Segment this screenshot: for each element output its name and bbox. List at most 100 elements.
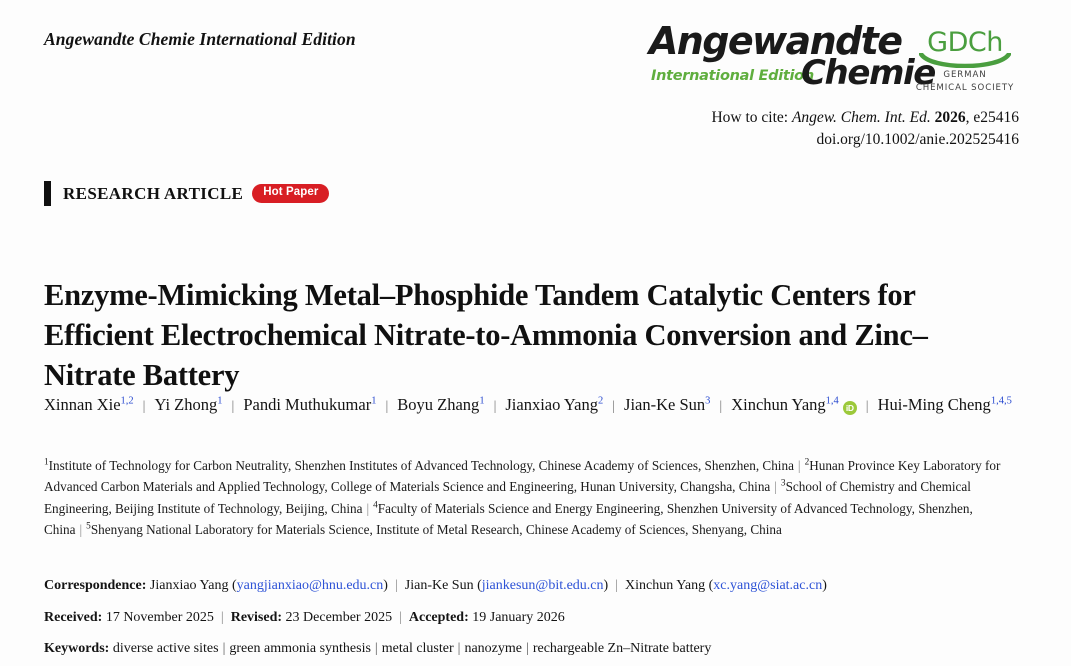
author-entry[interactable]: Boyu Zhang1 [397, 395, 484, 414]
author-affiliation-marker: 1,2 [120, 395, 134, 407]
citation-comma: , [965, 109, 970, 126]
gdch-subtitle-line1: GERMAN [943, 70, 987, 80]
author-separator: | [142, 399, 146, 414]
orcid-icon[interactable]: iD [842, 401, 857, 415]
affiliation-marker: 1 [44, 457, 49, 468]
journal-abbreviation: Angew. Chem. Int. Ed. [791, 109, 931, 126]
keyword-item[interactable]: diverse active sites [112, 641, 219, 656]
gdch-arc-icon [919, 53, 1011, 68]
correspondence-separator: | [615, 578, 619, 593]
author-name: Jian-Ke Sun [624, 395, 706, 414]
article-type-label: RESEARCH ARTICLE [63, 183, 244, 203]
author-separator: | [719, 399, 723, 414]
keyword-item[interactable]: rechargeable Zn–Nitrate battery [532, 641, 712, 656]
correspondence-label: Correspondence: [44, 578, 147, 593]
correspondence-line: Correspondence: Jianxiao Yang (yangjianx… [44, 578, 1024, 594]
affiliation-entry: 2Hunan Province Key Laboratory for Advan… [44, 458, 1000, 494]
date-separator: | [220, 610, 224, 625]
keyword-separator: | [222, 641, 226, 656]
author-separator: | [493, 399, 497, 414]
affiliation-text: Hunan Province Key Laboratory for Advanc… [44, 458, 1001, 495]
affiliation-marker: 2 [804, 457, 810, 468]
author-affiliation-marker: 1,4,5 [990, 395, 1012, 407]
corresponding-author-name: Jianxiao Yang ( [149, 578, 237, 593]
corresponding-author-name: Xinchun Yang ( [625, 578, 714, 593]
affiliation-entry: 5Shenyang National Laboratory for Materi… [86, 522, 782, 537]
author-name: Pandi Muthukumar [243, 395, 372, 414]
corresponding-author-paren: ) [603, 578, 609, 593]
corresponding-author-email[interactable]: xc.yang@siat.ac.cn [713, 578, 823, 593]
keywords-line: Keywords: diverse active sites | green amm… [44, 641, 1024, 657]
page-title: Enzyme-Mimicking Metal–Phosphide Tandem … [44, 278, 928, 392]
dates-line: Received: 17 November 2025 | Revised: 23 D… [44, 610, 1024, 626]
corresponding-author-email[interactable]: jiankesun@bit.edu.cn [481, 578, 604, 593]
corresponding-author-name: Jian-Ke Sun ( [404, 578, 482, 593]
logo-word-angewandte: Angewandte [649, 19, 903, 63]
correspondence-separator: | [394, 578, 398, 593]
author-entry[interactable]: Xinnan Xie1,2 [44, 395, 134, 414]
author-affiliation-marker: 2 [597, 395, 604, 407]
author-name: Xinchun Yang [731, 395, 826, 414]
date-label: Received: [44, 610, 103, 625]
author-entry[interactable]: Xinchun Yang1,4iD [731, 395, 857, 415]
date-separator: | [399, 610, 402, 625]
affiliation-text: Institute of Technology for Carbon Neutr… [48, 458, 794, 473]
author-name: Xinnan Xie [44, 395, 121, 414]
author-entry[interactable]: Hui-Ming Cheng1,4,5 [878, 395, 1012, 414]
keyword-item[interactable]: nanozyme [464, 641, 522, 656]
page-header: Angewandte Chemie International Edition … [0, 0, 1071, 160]
keyword-separator: | [526, 641, 529, 656]
citation-year: 2026 [934, 109, 966, 126]
keywords-label: Keywords: [44, 641, 110, 656]
author-entry[interactable]: Pandi Muthukumar1 [243, 395, 376, 414]
affiliation-entry: 4Faculty of Materials Science and Energy… [44, 501, 973, 537]
journal-running-title: Angewandte Chemie International Edition [44, 29, 356, 49]
article-type-rule [44, 181, 51, 206]
author-separator: | [231, 399, 235, 414]
affiliation-separator: | [79, 522, 83, 538]
affiliation-marker: 3 [780, 478, 786, 489]
date-value: 23 December 2025 [282, 610, 393, 625]
date-label: Accepted: [408, 610, 469, 625]
logo-word-chemie: Chemie [801, 53, 936, 93]
gdch-society-logo: GDCh GERMAN CHEMICAL SOCIETY [911, 28, 1019, 98]
author-entry[interactable]: Yi Zhong1 [154, 395, 222, 414]
doi-line[interactable]: doi.org/10.1002/anie.202525416 [816, 131, 1020, 149]
author-affiliation-marker: 3 [705, 395, 711, 407]
author-separator: | [865, 399, 869, 414]
author-entry[interactable]: Jianxiao Yang2 [505, 395, 603, 414]
date-label: Revised: [230, 610, 283, 625]
affiliation-separator: | [774, 479, 777, 495]
logo-word-international-edition: International Edition [651, 68, 814, 84]
corresponding-author-email[interactable]: yangjianxiao@hnu.edu.cn [236, 578, 384, 593]
how-to-cite-line: How to cite: Angew. Chem. Int. Ed. 2026,… [711, 107, 1019, 129]
author-affiliation-marker: 1 [479, 395, 485, 407]
journal-masthead: Angewandte International Edition Chemie … [649, 22, 1019, 104]
affiliation-entry: 1Institute of Technology for Carbon Neut… [44, 458, 794, 473]
how-to-cite-label: How to cite: [711, 109, 789, 126]
affiliation-separator: | [797, 458, 801, 473]
citation-article-number: e25416 [973, 109, 1019, 126]
affiliation-list: 1Institute of Technology for Carbon Neut… [44, 455, 1010, 541]
hot-paper-badge: Hot Paper [252, 183, 330, 204]
affiliation-marker: 5 [86, 521, 91, 532]
keyword-separator: | [374, 641, 378, 656]
corresponding-author-paren: ) [822, 578, 827, 593]
keyword-separator: | [457, 641, 461, 656]
gdch-acronym: GDCh [927, 27, 1003, 58]
affiliation-marker: 4 [373, 500, 378, 511]
author-affiliation-marker: 1 [371, 395, 377, 407]
author-separator: | [612, 399, 616, 414]
keyword-item[interactable]: green ammonia synthesis [229, 641, 371, 656]
how-to-cite-block: How to cite: Angew. Chem. Int. Ed. 2026,… [711, 107, 1019, 152]
gdch-subtitle-line2: CHEMICAL SOCIETY [915, 82, 1015, 93]
author-name: Jianxiao Yang [505, 395, 598, 414]
keyword-item[interactable]: metal cluster [381, 641, 454, 656]
affiliation-text: Faculty of Materials Science and Energy … [44, 500, 973, 538]
author-entry[interactable]: Jian-Ke Sun3 [624, 395, 710, 414]
affiliation-text: Shenyang National Laboratory for Materia… [90, 522, 782, 538]
author-name: Boyu Zhang [397, 395, 480, 414]
date-value: 17 November 2025 [102, 610, 214, 625]
angewandte-chemie-logo: Angewandte International Edition Chemie [649, 22, 936, 100]
